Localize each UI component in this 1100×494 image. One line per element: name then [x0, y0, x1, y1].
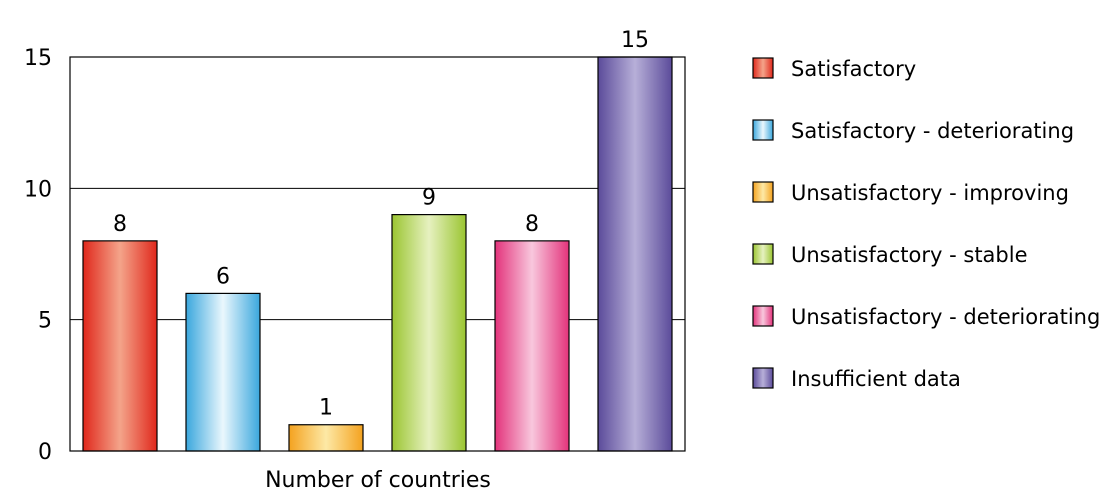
legend-item-satisfactory-deteriorating: Satisfactory - deteriorating: [752, 119, 1074, 143]
data-label-satisfactory: 8: [113, 212, 127, 237]
legend-item-unsatisfactory-stable: Unsatisfactory - stable: [752, 243, 1028, 267]
y-tick-label-10: 10: [24, 177, 52, 202]
legend-item-unsatisfactory-deteriorating: Unsatisfactory - deteriorating: [752, 305, 1100, 329]
legend-swatch-satisfactory: [752, 57, 774, 79]
gridlines: [70, 187, 685, 321]
y-tick-label-5: 5: [38, 309, 52, 334]
x-axis-title: Number of countries: [265, 468, 491, 493]
data-label-unsatisfactory-stable: 9: [422, 186, 436, 211]
legend-swatch-insufficient-data: [752, 367, 774, 389]
legend-label-satisfactory: Satisfactory: [791, 57, 916, 81]
legend-swatch-unsatisfactory-improving: [752, 181, 774, 203]
legend: Satisfactory Satisfactory - deteriorating…: [752, 57, 1100, 391]
data-label-unsatisfactory-deteriorating: 8: [525, 212, 539, 237]
legend-label-satisfactory-deteriorating: Satisfactory - deteriorating: [791, 119, 1074, 143]
y-tick-label-0: 0: [38, 440, 52, 465]
data-labels: 8 6 1 9 8 15: [113, 28, 649, 421]
data-label-insufficient-data: 15: [621, 28, 649, 53]
legend-item-insufficient-data: Insufficient data: [752, 367, 961, 391]
legend-label-unsatisfactory-improving: Unsatisfactory - improving: [791, 181, 1069, 205]
bar-satisfactory: [82, 240, 158, 452]
data-label-satisfactory-deteriorating: 6: [216, 264, 230, 289]
bar-unsatisfactory-improving: [288, 424, 364, 452]
y-axis-ticks: 0 5 10 15: [24, 46, 52, 465]
bar-unsatisfactory-deteriorating: [494, 240, 570, 452]
plot-frame: [69, 56, 686, 452]
legend-swatch-unsatisfactory-deteriorating: [752, 305, 774, 327]
y-tick-label-15: 15: [24, 46, 52, 71]
bars: [82, 56, 673, 452]
legend-item-unsatisfactory-improving: Unsatisfactory - improving: [752, 181, 1069, 205]
legend-swatch-satisfactory-deteriorating: [752, 119, 774, 141]
legend-label-insufficient-data: Insufficient data: [791, 367, 961, 391]
legend-item-satisfactory: Satisfactory: [752, 57, 916, 81]
legend-label-unsatisfactory-deteriorating: Unsatisfactory - deteriorating: [791, 305, 1100, 329]
data-label-unsatisfactory-improving: 1: [319, 396, 333, 421]
bar-insufficient-data: [597, 56, 673, 452]
legend-swatch-unsatisfactory-stable: [752, 243, 774, 265]
bar-satisfactory-deteriorating: [185, 292, 261, 452]
bar-unsatisfactory-stable: [391, 214, 467, 452]
legend-label-unsatisfactory-stable: Unsatisfactory - stable: [791, 243, 1028, 267]
